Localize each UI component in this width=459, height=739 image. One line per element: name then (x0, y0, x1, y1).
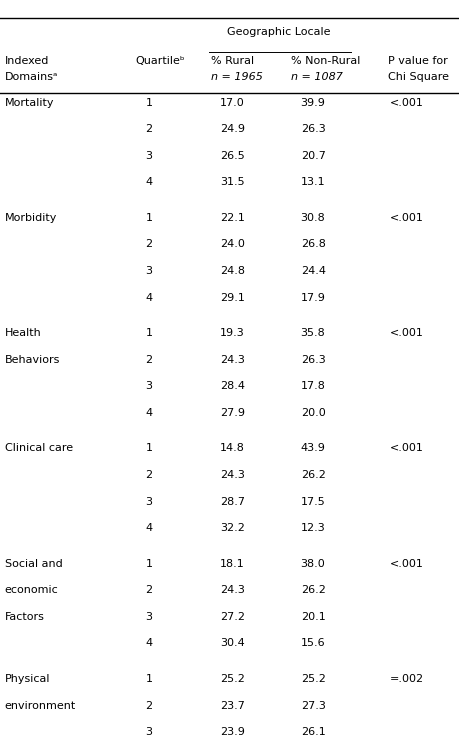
Text: 14.8: 14.8 (220, 443, 245, 454)
Text: P value for: P value for (388, 56, 448, 67)
Text: economic: economic (5, 585, 58, 596)
Text: 4: 4 (146, 177, 153, 188)
Text: % Non-Rural: % Non-Rural (291, 56, 361, 67)
Text: 3: 3 (146, 151, 153, 161)
Text: 2: 2 (146, 701, 153, 711)
Text: 1: 1 (146, 559, 153, 569)
Text: 28.7: 28.7 (220, 497, 245, 507)
Text: 17.0: 17.0 (220, 98, 245, 108)
Text: Social and: Social and (5, 559, 62, 569)
Text: 2: 2 (146, 585, 153, 596)
Text: 24.3: 24.3 (220, 355, 245, 365)
Text: 26.8: 26.8 (301, 239, 325, 250)
Text: 4: 4 (146, 638, 153, 649)
Text: 23.9: 23.9 (220, 727, 245, 738)
Text: n = 1965: n = 1965 (211, 72, 263, 83)
Text: 24.4: 24.4 (301, 266, 325, 276)
Text: 1: 1 (146, 98, 153, 108)
Text: 17.9: 17.9 (301, 293, 325, 303)
Text: 17.5: 17.5 (301, 497, 325, 507)
Text: 24.0: 24.0 (220, 239, 245, 250)
Text: Clinical care: Clinical care (5, 443, 73, 454)
Text: 25.2: 25.2 (301, 674, 325, 684)
Text: 27.3: 27.3 (301, 701, 325, 711)
Text: 1: 1 (146, 213, 153, 223)
Text: 29.1: 29.1 (220, 293, 245, 303)
Text: 26.2: 26.2 (301, 585, 325, 596)
Text: <.001: <.001 (390, 213, 424, 223)
Text: 24.8: 24.8 (220, 266, 245, 276)
Text: 38.0: 38.0 (301, 559, 325, 569)
Text: 3: 3 (146, 266, 153, 276)
Text: 3: 3 (146, 381, 153, 392)
Text: 3: 3 (146, 727, 153, 738)
Text: 3: 3 (146, 497, 153, 507)
Text: 32.2: 32.2 (220, 523, 245, 534)
Text: 2: 2 (146, 355, 153, 365)
Text: 27.2: 27.2 (220, 612, 245, 622)
Text: Indexed: Indexed (5, 56, 49, 67)
Text: Mortality: Mortality (5, 98, 54, 108)
Text: 24.3: 24.3 (220, 470, 245, 480)
Text: 13.1: 13.1 (301, 177, 325, 188)
Text: 26.2: 26.2 (301, 470, 325, 480)
Text: 1: 1 (146, 328, 153, 338)
Text: Behaviors: Behaviors (5, 355, 60, 365)
Text: 2: 2 (146, 239, 153, 250)
Text: 35.8: 35.8 (301, 328, 325, 338)
Text: 4: 4 (146, 408, 153, 418)
Text: 26.3: 26.3 (301, 124, 325, 134)
Text: 31.5: 31.5 (220, 177, 245, 188)
Text: Quartileᵇ: Quartileᵇ (135, 56, 185, 67)
Text: 26.3: 26.3 (301, 355, 325, 365)
Text: Domainsᵃ: Domainsᵃ (5, 72, 58, 83)
Text: 30.8: 30.8 (301, 213, 325, 223)
Text: 18.1: 18.1 (220, 559, 245, 569)
Text: 43.9: 43.9 (301, 443, 325, 454)
Text: 28.4: 28.4 (220, 381, 245, 392)
Text: =.002: =.002 (390, 674, 424, 684)
Text: <.001: <.001 (390, 443, 424, 454)
Text: 26.5: 26.5 (220, 151, 245, 161)
Text: 4: 4 (146, 293, 153, 303)
Text: 24.3: 24.3 (220, 585, 245, 596)
Text: 20.1: 20.1 (301, 612, 325, 622)
Text: Factors: Factors (5, 612, 45, 622)
Text: Health: Health (5, 328, 41, 338)
Text: <.001: <.001 (390, 328, 424, 338)
Text: 4: 4 (146, 523, 153, 534)
Text: 20.0: 20.0 (301, 408, 325, 418)
Text: 19.3: 19.3 (220, 328, 245, 338)
Text: 25.2: 25.2 (220, 674, 245, 684)
Text: 20.7: 20.7 (301, 151, 325, 161)
Text: 27.9: 27.9 (220, 408, 245, 418)
Text: 22.1: 22.1 (220, 213, 245, 223)
Text: 23.7: 23.7 (220, 701, 245, 711)
Text: Geographic Locale: Geographic Locale (227, 27, 330, 38)
Text: Physical: Physical (5, 674, 50, 684)
Text: % Rural: % Rural (211, 56, 254, 67)
Text: environment: environment (5, 701, 76, 711)
Text: <.001: <.001 (390, 559, 424, 569)
Text: Morbidity: Morbidity (5, 213, 57, 223)
Text: 39.9: 39.9 (301, 98, 325, 108)
Text: Chi Square: Chi Square (388, 72, 449, 83)
Text: 1: 1 (146, 674, 153, 684)
Text: 24.9: 24.9 (220, 124, 245, 134)
Text: 12.3: 12.3 (301, 523, 325, 534)
Text: n = 1087: n = 1087 (291, 72, 343, 83)
Text: 30.4: 30.4 (220, 638, 245, 649)
Text: <.001: <.001 (390, 98, 424, 108)
Text: 26.1: 26.1 (301, 727, 325, 738)
Text: 1: 1 (146, 443, 153, 454)
Text: 17.8: 17.8 (301, 381, 325, 392)
Text: 3: 3 (146, 612, 153, 622)
Text: 2: 2 (146, 470, 153, 480)
Text: 2: 2 (146, 124, 153, 134)
Text: 15.6: 15.6 (301, 638, 325, 649)
